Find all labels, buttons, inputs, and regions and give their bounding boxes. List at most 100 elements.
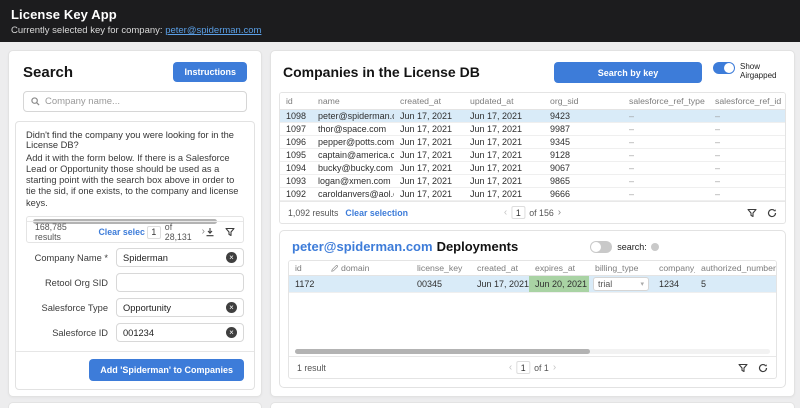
column-header[interactable]: billing_type bbox=[589, 261, 653, 276]
table-cell[interactable]: Jun 17, 2021 bbox=[464, 188, 544, 201]
instructions-button[interactable]: Instructions bbox=[173, 62, 247, 82]
column-header[interactable]: id bbox=[289, 261, 325, 276]
table-row-1097[interactable]: 1097 thor@space.com Jun 17, 2021 Jun 17,… bbox=[280, 123, 786, 136]
table-cell[interactable]: peter@spiderman.co⋯ bbox=[312, 110, 394, 123]
page-number-input[interactable]: 1 bbox=[511, 206, 525, 219]
filter-icon[interactable] bbox=[225, 227, 235, 237]
table-cell[interactable]: – bbox=[623, 162, 709, 175]
search-toggle[interactable] bbox=[590, 241, 612, 253]
refresh-icon[interactable] bbox=[758, 363, 768, 373]
table-cell[interactable]: 9865 bbox=[544, 175, 623, 188]
clear-field-icon[interactable]: × bbox=[226, 327, 237, 338]
prev-page-icon[interactable]: ‹ bbox=[509, 363, 512, 373]
table-cell[interactable]: – bbox=[709, 175, 786, 188]
table-cell[interactable]: – bbox=[709, 162, 786, 175]
table-row-1172[interactable]: 1172 00345 Jun 17, 2021 Jun 20, 2021 tri… bbox=[289, 276, 776, 293]
table-cell[interactable]: Jun 17, 2021 bbox=[394, 162, 464, 175]
table-cell[interactable]: 9666 bbox=[544, 188, 623, 201]
table-cell[interactable]: – bbox=[709, 123, 786, 136]
table-cell[interactable]: 1094 bbox=[280, 162, 312, 175]
table-cell[interactable]: – bbox=[709, 188, 786, 201]
table-cell[interactable]: – bbox=[623, 123, 709, 136]
company-search-input[interactable]: Company name... bbox=[23, 91, 247, 112]
table-cell[interactable]: Jun 17, 2021 bbox=[464, 175, 544, 188]
column-header[interactable]: salesforce_ref_type bbox=[623, 93, 709, 110]
table-cell[interactable]: 1096 bbox=[280, 136, 312, 149]
add-to-companies-button[interactable]: Add 'Spiderman' to Companies bbox=[89, 359, 244, 381]
table-cell[interactable]: Jun 17, 2021 bbox=[394, 149, 464, 162]
table-row-1092[interactable]: 1092 caroldanvers@aol.com Jun 17, 2021 J… bbox=[280, 188, 786, 201]
clear-field-icon[interactable]: × bbox=[226, 252, 237, 263]
table-cell[interactable]: pepper@potts.com⋯ bbox=[312, 136, 394, 149]
column-header[interactable]: id bbox=[280, 93, 312, 110]
table-cell[interactable]: 1095 bbox=[280, 149, 312, 162]
next-page-icon[interactable]: › bbox=[553, 363, 556, 373]
page-number-input[interactable]: 1 bbox=[147, 226, 161, 239]
table-cell[interactable]: Jun 17, 2021 bbox=[464, 136, 544, 149]
table-cell[interactable]: 1097 bbox=[280, 123, 312, 136]
table-cell[interactable]: 1234 bbox=[653, 276, 695, 293]
table-cell[interactable]: bucky@bucky.com bbox=[312, 162, 394, 175]
table-cell[interactable]: – bbox=[623, 136, 709, 149]
table-cell[interactable]: – bbox=[623, 110, 709, 123]
table-row-1096[interactable]: 1096 pepper@potts.com⋯ Jun 17, 2021 Jun … bbox=[280, 136, 786, 149]
deployments-company-link[interactable]: peter@spiderman.com bbox=[292, 239, 433, 254]
table-cell[interactable]: 1098 bbox=[280, 110, 312, 123]
salesforce-type-field[interactable]: Opportunity × bbox=[116, 298, 244, 317]
prev-page-icon[interactable]: ‹ bbox=[504, 208, 507, 218]
table-cell[interactable]: 9987 bbox=[544, 123, 623, 136]
table-cell[interactable]: Jun 17, 2021 bbox=[464, 162, 544, 175]
column-header[interactable]: salesforce_ref_id bbox=[709, 93, 786, 110]
table-cell[interactable]: – bbox=[709, 110, 786, 123]
table-row-1093[interactable]: 1093 logan@xmen.com Jun 17, 2021 Jun 17,… bbox=[280, 175, 786, 188]
salesforce-id-field[interactable]: 001234 × bbox=[116, 323, 244, 342]
table-cell[interactable]: caroldanvers@aol.com bbox=[312, 188, 394, 201]
clear-selection-link[interactable]: Clear select bbox=[98, 227, 144, 237]
table-cell-expires[interactable]: Jun 20, 2021 bbox=[529, 276, 589, 293]
table-cell[interactable]: Jun 17, 2021 bbox=[394, 175, 464, 188]
column-header[interactable]: authorized_number bbox=[695, 261, 776, 276]
next-page-icon[interactable]: › bbox=[558, 208, 561, 218]
filter-icon[interactable] bbox=[738, 363, 748, 373]
table-cell[interactable]: 00345 bbox=[411, 276, 471, 293]
table-cell[interactable]: Jun 17, 2021 bbox=[464, 123, 544, 136]
page-number-input[interactable]: 1 bbox=[516, 361, 530, 374]
filter-icon[interactable] bbox=[747, 208, 757, 218]
table-cell[interactable]: 1092 bbox=[280, 188, 312, 201]
search-by-key-button[interactable]: Search by key bbox=[554, 62, 702, 83]
table-cell[interactable]: Jun 17, 2021 bbox=[394, 110, 464, 123]
table-cell[interactable]: Jun 17, 2021 bbox=[471, 276, 529, 293]
refresh-icon[interactable] bbox=[767, 208, 777, 218]
download-icon[interactable] bbox=[205, 227, 215, 237]
table-row-1095[interactable]: 1095 captain@america.com Jun 17, 2021 Ju… bbox=[280, 149, 786, 162]
column-header[interactable]: company_id bbox=[653, 261, 695, 276]
company-name-field[interactable]: Spiderman × bbox=[116, 248, 244, 267]
retool-org-sid-field[interactable] bbox=[116, 273, 244, 292]
table-cell[interactable]: Jun 17, 2021 bbox=[394, 136, 464, 149]
selected-key-link[interactable]: peter@spiderman.com bbox=[165, 25, 261, 36]
table-cell[interactable]: 9128 bbox=[544, 149, 623, 162]
table-cell[interactable]: captain@america.com bbox=[312, 149, 394, 162]
table-cell[interactable]: 9423 bbox=[544, 110, 623, 123]
table-cell-domain[interactable] bbox=[325, 276, 411, 293]
column-header[interactable]: name bbox=[312, 93, 394, 110]
table-cell[interactable]: 5 bbox=[695, 276, 776, 293]
clear-selection-link[interactable]: Clear selection bbox=[345, 208, 408, 218]
table-row-1098[interactable]: 1098 peter@spiderman.co⋯ Jun 17, 2021 Ju… bbox=[280, 110, 786, 123]
table-cell[interactable]: Jun 17, 2021 bbox=[394, 123, 464, 136]
billing-type-select[interactable]: trial ▾ bbox=[593, 277, 649, 291]
column-header[interactable]: updated_at bbox=[464, 93, 544, 110]
clear-field-icon[interactable]: × bbox=[226, 302, 237, 313]
column-header[interactable]: org_sid bbox=[544, 93, 623, 110]
table-cell[interactable]: – bbox=[709, 149, 786, 162]
table-cell[interactable]: Jun 17, 2021 bbox=[464, 149, 544, 162]
table-cell[interactable]: thor@space.com bbox=[312, 123, 394, 136]
show-airgapped-toggle[interactable] bbox=[713, 62, 735, 74]
table-cell[interactable]: 1093 bbox=[280, 175, 312, 188]
table-row-1094[interactable]: 1094 bucky@bucky.com Jun 17, 2021 Jun 17… bbox=[280, 162, 786, 175]
table-cell[interactable]: Jun 17, 2021 bbox=[394, 188, 464, 201]
table-cell[interactable]: – bbox=[623, 149, 709, 162]
column-header[interactable]: license_key bbox=[411, 261, 471, 276]
table-cell[interactable]: – bbox=[709, 136, 786, 149]
column-header[interactable]: created_at bbox=[394, 93, 464, 110]
